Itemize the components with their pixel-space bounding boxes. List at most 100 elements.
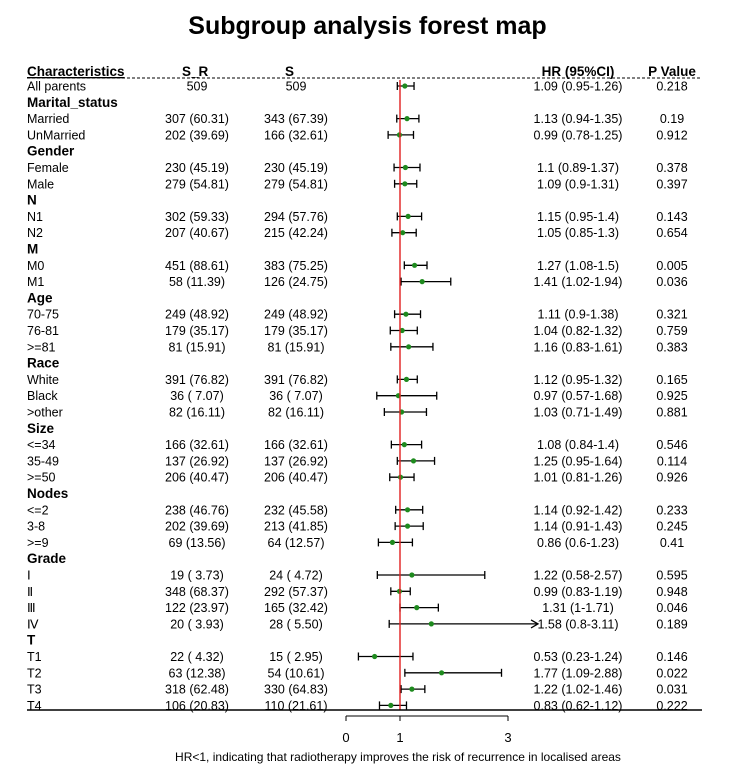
- row-label: 70-75: [27, 308, 59, 322]
- chart-title: Subgroup analysis forest map: [188, 12, 547, 40]
- row-sr-count: 249 (48.92): [165, 308, 229, 322]
- row-label: N1: [27, 210, 43, 224]
- row-p-value: 0.218: [656, 80, 687, 94]
- row-s-count: 230 (45.19): [264, 161, 328, 175]
- row-s-count: 383 (75.25): [264, 259, 328, 273]
- row-label: 76-81: [27, 324, 59, 338]
- row-sr-count: 230 (45.19): [165, 161, 229, 175]
- row-p-value: 0.146: [656, 650, 687, 664]
- hr-point: [419, 279, 425, 285]
- row-label: White: [27, 373, 59, 387]
- row-hr-ci: 1.15 (0.95-1.4): [537, 210, 619, 224]
- hr-point: [404, 523, 411, 529]
- row-hr-ci: 1.08 (0.84-1.4): [537, 438, 619, 452]
- row-hr-ci: 1.01 (0.81-1.26): [534, 471, 623, 485]
- row-s-count: 24 ( 4.72): [269, 569, 323, 583]
- row-s-count: 126 (24.75): [264, 275, 328, 289]
- row-label: 3-8: [27, 520, 45, 534]
- row-p-value: 0.546: [656, 438, 687, 452]
- row-s-count: 36 ( 7.07): [269, 389, 323, 403]
- row-p-value: 0.378: [656, 161, 687, 175]
- row-label: Female: [27, 161, 69, 175]
- row-p-value: 0.881: [656, 406, 687, 420]
- row-label: T2: [27, 666, 42, 680]
- row-hr-ci: 0.83 (0.62-1.12): [534, 699, 623, 713]
- hr-point: [402, 83, 408, 89]
- row-hr-ci: 0.97 (0.57-1.68): [534, 389, 623, 403]
- row-label: UnMarried: [27, 128, 85, 142]
- row-sr-count: 202 (39.69): [165, 520, 229, 534]
- footnote: HR<1, indicating that radiotherapy impro…: [175, 750, 621, 764]
- row-p-value: 0.41: [660, 536, 684, 550]
- hr-point: [400, 230, 406, 236]
- row-label: Ⅲ: [27, 601, 36, 615]
- hr-point: [401, 442, 407, 448]
- row-p-value: 0.031: [656, 683, 687, 697]
- row-s-count: 232 (45.58): [264, 503, 328, 517]
- row-label: >=81: [27, 340, 56, 354]
- row-label: <=2: [27, 503, 49, 517]
- row-s-count: 206 (40.47): [264, 471, 328, 485]
- row-sr-count: 122 (23.97): [165, 601, 229, 615]
- row-s-count: 64 (12.57): [268, 536, 325, 550]
- header-sr: S_R: [182, 64, 209, 79]
- row-p-value: 0.19: [660, 112, 684, 126]
- row-s-count: 137 (26.92): [264, 454, 328, 468]
- row-label: 35-49: [27, 454, 59, 468]
- row-sr-count: 391 (76.82): [165, 373, 229, 387]
- hr-point: [403, 376, 410, 382]
- hr-point: [404, 507, 411, 513]
- row-s-count: 166 (32.61): [264, 128, 328, 142]
- row-p-value: 0.321: [656, 308, 687, 322]
- hr-point: [405, 213, 411, 219]
- row-p-value: 0.165: [656, 373, 687, 387]
- row-p-value: 0.143: [656, 210, 687, 224]
- row-p-value: 0.397: [656, 177, 687, 191]
- row-sr-count: 63 (12.38): [169, 666, 226, 680]
- group-label: Age: [27, 290, 53, 305]
- row-sr-count: 279 (54.81): [165, 177, 229, 191]
- row-p-value: 0.925: [656, 389, 687, 403]
- row-sr-count: 20 ( 3.93): [170, 617, 224, 631]
- row-label: <=34: [27, 438, 56, 452]
- row-s-count: 215 (42.24): [264, 226, 328, 240]
- row-sr-count: 36 ( 7.07): [170, 389, 224, 403]
- row-label: >=50: [27, 471, 56, 485]
- row-p-value: 0.245: [656, 520, 687, 534]
- row-hr-ci: 1.1 (0.89-1.37): [537, 161, 619, 175]
- row-hr-ci: 1.09 (0.95-1.26): [534, 80, 623, 94]
- row-sr-count: 302 (59.33): [165, 210, 229, 224]
- row-hr-ci: 1.22 (1.02-1.46): [534, 683, 623, 697]
- row-label: N2: [27, 226, 43, 240]
- row-p-value: 0.233: [656, 503, 687, 517]
- row-sr-count: 22 ( 4.32): [170, 650, 224, 664]
- row-sr-count: 58 (11.39): [169, 275, 225, 289]
- row-hr-ci: 1.27 (1.08-1.5): [537, 259, 619, 273]
- row-label: >other: [27, 406, 63, 420]
- row-label: T4: [27, 699, 42, 713]
- row-hr-ci: 0.53 (0.23-1.24): [534, 650, 623, 664]
- row-sr-count: 307 (60.31): [165, 112, 229, 126]
- hr-point: [403, 311, 409, 317]
- row-hr-ci: 1.22 (0.58-2.57): [534, 569, 623, 583]
- row-s-count: 391 (76.82): [264, 373, 328, 387]
- group-label: Grade: [27, 551, 67, 566]
- row-label: Ⅳ: [27, 617, 39, 631]
- row-hr-ci: 1.14 (0.91-1.43): [534, 520, 623, 534]
- row-sr-count: 106 (20.83): [165, 699, 229, 713]
- row-p-value: 0.654: [656, 226, 687, 240]
- group-label: Nodes: [27, 486, 68, 501]
- row-hr-ci: 1.13 (0.94-1.35): [534, 112, 623, 126]
- hr-point: [409, 686, 415, 692]
- row-p-value: 0.046: [656, 601, 687, 615]
- row-hr-ci: 1.14 (0.92-1.42): [534, 503, 623, 517]
- group-label: M: [27, 242, 38, 257]
- row-p-value: 0.036: [656, 275, 687, 289]
- row-sr-count: 238 (46.76): [165, 503, 229, 517]
- row-p-value: 0.759: [656, 324, 687, 338]
- ci-arrow: [530, 619, 540, 629]
- hr-point: [411, 262, 418, 268]
- row-s-count: 249 (48.92): [264, 308, 328, 322]
- row-s-count: 166 (32.61): [264, 438, 328, 452]
- row-s-count: 509: [286, 80, 307, 94]
